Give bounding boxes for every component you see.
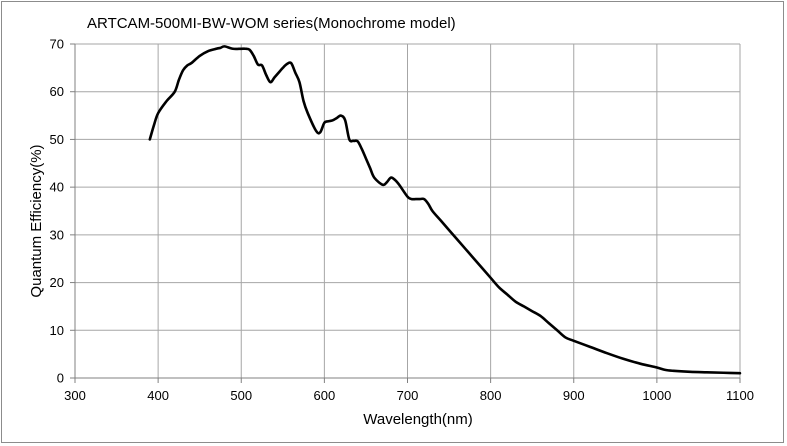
x-tick-label: 500 <box>230 388 252 403</box>
series-group <box>148 45 742 375</box>
x-tick-label: 900 <box>563 388 585 403</box>
x-tick-label: 700 <box>397 388 419 403</box>
grid <box>75 43 741 378</box>
y-tick-label: 60 <box>50 84 64 99</box>
y-tick-label: 10 <box>50 323 64 338</box>
x-tick-label: 400 <box>147 388 169 403</box>
y-tick-labels: 0 10 20 30 40 50 60 70 <box>50 37 64 386</box>
series-line <box>148 45 742 375</box>
y-tick-label: 50 <box>50 132 64 147</box>
x-tick-label: 1100 <box>726 388 754 403</box>
chart-title: ARTCAM-500MI-BW-WOM series(Monochrome mo… <box>87 15 456 32</box>
y-tick-label: 0 <box>57 371 64 386</box>
x-axis-label: Wavelength(nm) <box>363 411 472 428</box>
x-tick-label: 600 <box>314 388 336 403</box>
x-tick-label: 800 <box>480 388 502 403</box>
x-tick-label: 1000 <box>642 388 671 403</box>
axes <box>70 43 741 383</box>
y-tick-label: 30 <box>50 227 64 242</box>
y-tick-label: 20 <box>50 275 64 290</box>
y-axis-label: Quantum Efficiency(%) <box>28 144 45 297</box>
x-tick-label: 300 <box>64 388 86 403</box>
y-tick-label: 40 <box>50 180 64 195</box>
x-tick-labels: 300 400 500 600 700 800 900 1000 1100 <box>64 388 754 403</box>
y-tick-label: 70 <box>50 37 64 52</box>
